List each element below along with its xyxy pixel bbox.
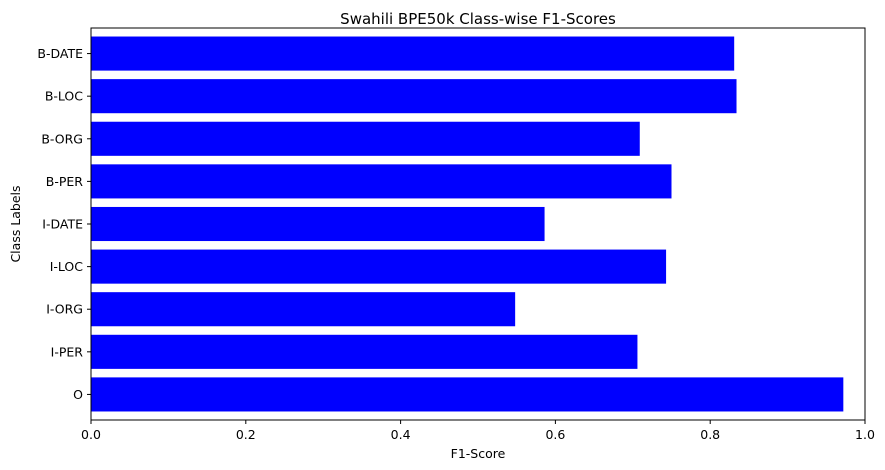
bar-o xyxy=(91,377,844,412)
x-tick-label: 1.0 xyxy=(855,427,875,442)
x-axis-label: F1-Score xyxy=(451,446,506,461)
y-tick-label: I-LOC xyxy=(50,259,84,274)
y-tick-label: I-DATE xyxy=(42,217,83,232)
y-tick-label: I-PER xyxy=(51,344,84,359)
bar-i-loc xyxy=(91,249,667,284)
bar-i-date xyxy=(91,206,545,242)
x-tick-label: 0.8 xyxy=(700,427,720,442)
y-tick-label: B-PER xyxy=(46,174,84,189)
bar-b-org xyxy=(91,121,640,156)
x-tick-label: 0.2 xyxy=(236,427,256,442)
chart-title: Swahili BPE50k Class-wise F1-Scores xyxy=(340,10,616,28)
y-axis-ticks: O I-PER I-ORG I-LOC I-DATE B-PER B-ORG B-LOC B-D… xyxy=(37,46,91,402)
x-tick-label: 0.0 xyxy=(81,427,101,442)
y-axis-label: Class Labels xyxy=(8,185,23,262)
y-tick-label: B-LOC xyxy=(45,89,83,104)
y-tick-label: I-ORG xyxy=(46,302,83,317)
x-tick-label: 0.6 xyxy=(545,427,565,442)
bar-b-loc xyxy=(91,79,737,114)
bars-group xyxy=(91,36,844,412)
y-tick-label: B-DATE xyxy=(37,46,83,61)
bar-i-org xyxy=(91,292,516,327)
x-tick-label: 0.4 xyxy=(391,427,411,442)
bar-b-date xyxy=(91,36,735,71)
x-axis-ticks: 0.0 0.2 0.4 0.6 0.8 1.0 xyxy=(81,420,875,442)
y-tick-label: B-ORG xyxy=(41,131,83,146)
y-tick-label: O xyxy=(73,387,83,402)
bar-b-per xyxy=(91,164,672,199)
bar-i-per xyxy=(91,334,638,369)
